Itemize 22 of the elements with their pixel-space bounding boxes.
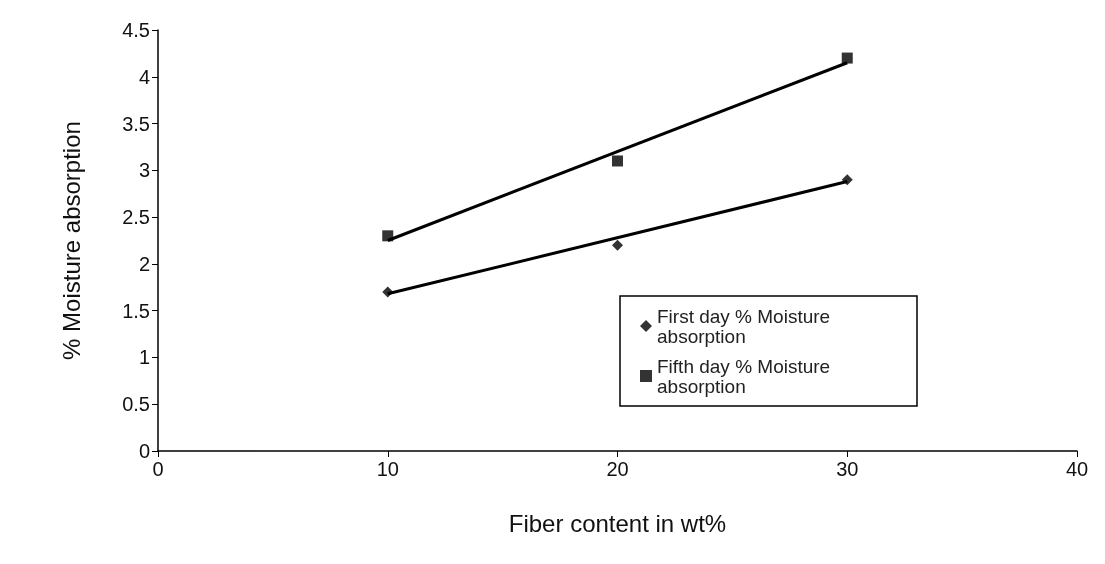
y-tick-label: 0.5	[122, 393, 150, 416]
x-tick-label: 20	[606, 458, 629, 480]
x-tick-label: 0	[152, 458, 164, 480]
x-tick-label: 40	[1065, 458, 1089, 480]
legend-label: Fifth day % Moisture absorption	[657, 355, 836, 397]
point	[841, 52, 853, 64]
y-tick-label: 3	[138, 159, 150, 182]
legend-label: First day % Moisture absorption	[657, 305, 836, 347]
point	[612, 155, 623, 167]
y-tick-label: 0	[138, 440, 150, 462]
x-tick-label: 30	[836, 458, 859, 480]
x-axis-title: Fiber content in wt%	[508, 509, 727, 537]
point	[612, 239, 623, 251]
y-tick-label: 1	[138, 346, 150, 369]
y-tick-label: 1.5	[122, 299, 150, 322]
y-tick-label: 4.5	[122, 19, 150, 41]
y-tick-label: 2	[138, 252, 150, 275]
y-tick-label: 4	[138, 65, 150, 88]
y-tick-label: 3.5	[122, 112, 150, 135]
x-tick-label: 10	[376, 458, 399, 480]
y-axis-title: % Moisture absorption	[57, 121, 85, 360]
y-tick-label: 2.5	[122, 206, 150, 229]
